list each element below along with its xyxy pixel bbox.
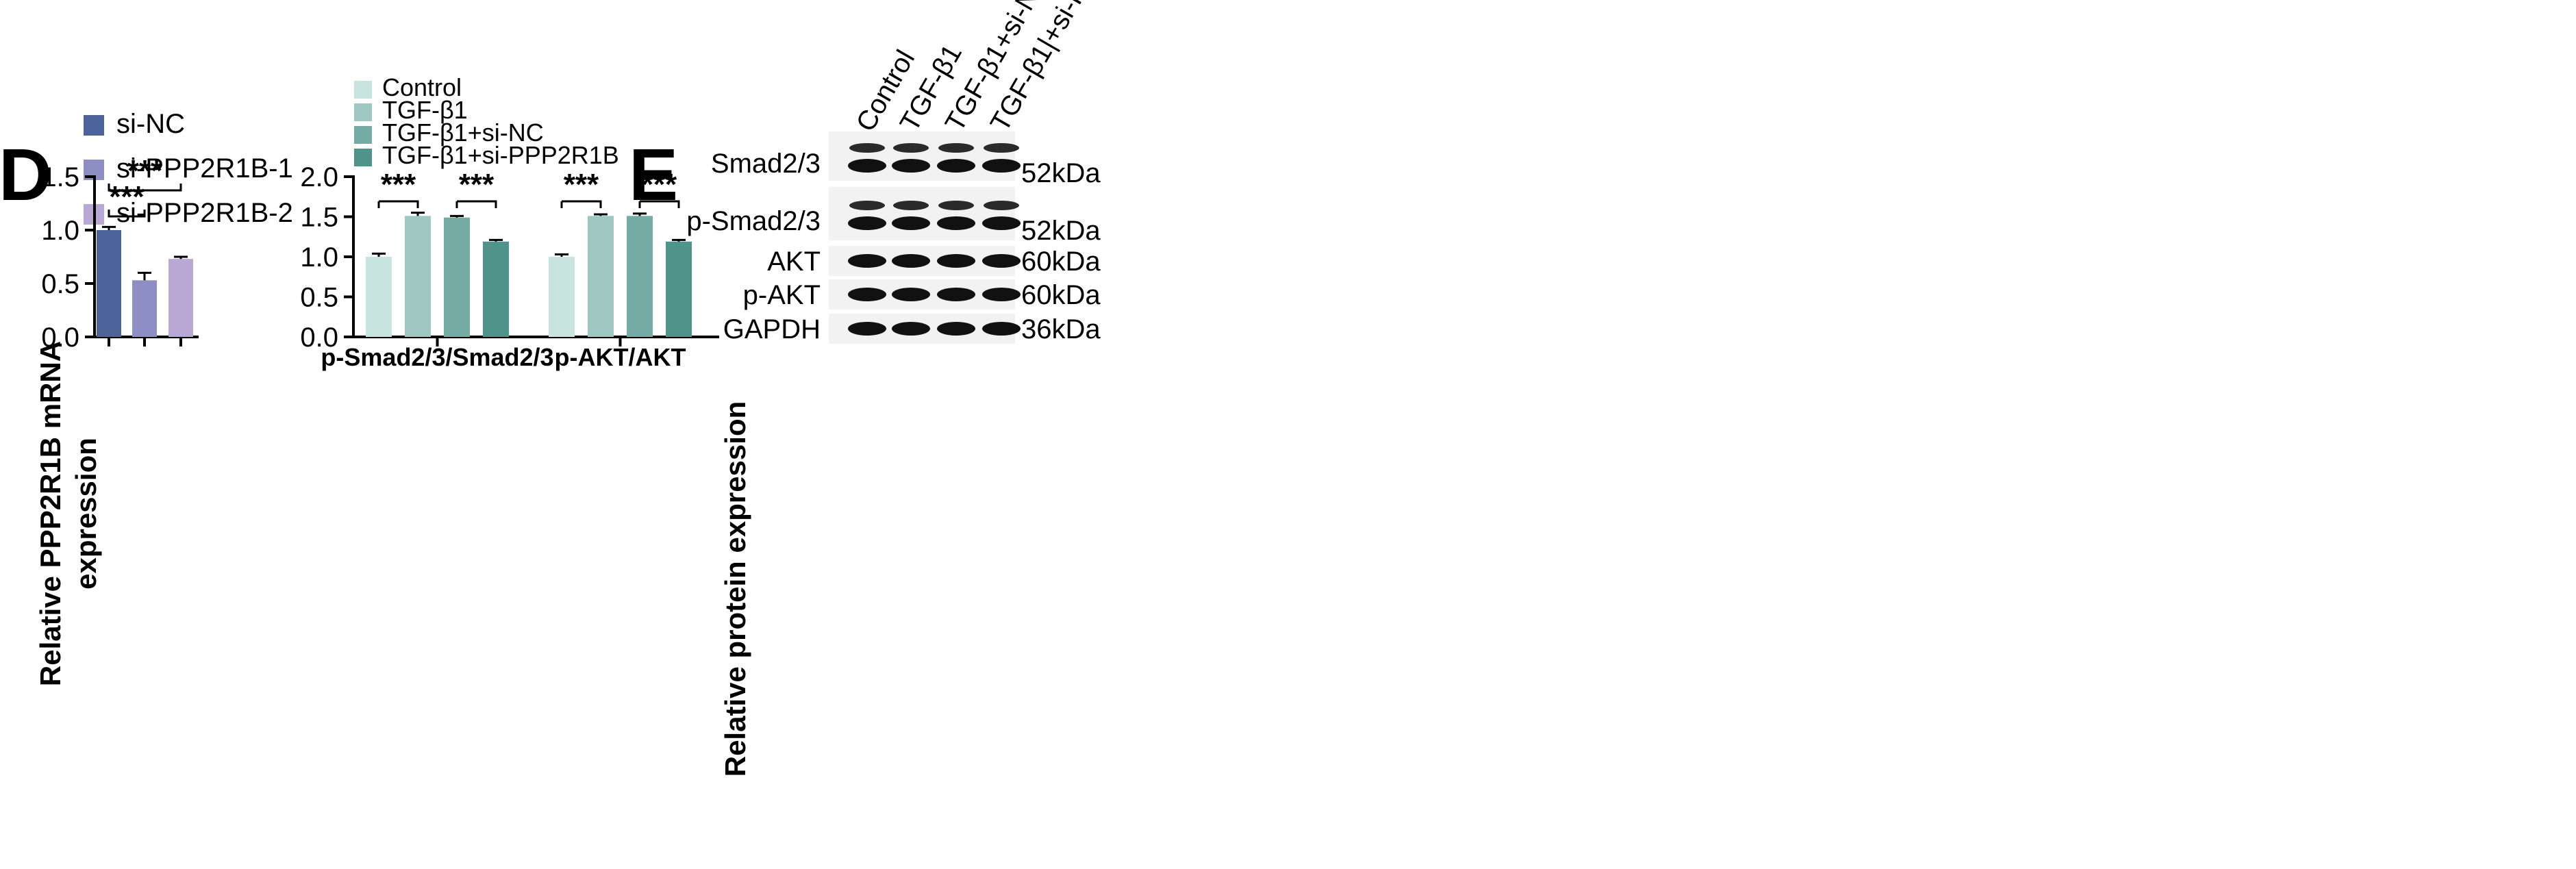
band bbox=[984, 143, 1019, 153]
band bbox=[938, 143, 974, 153]
band bbox=[848, 254, 886, 268]
legend-label: TGF-β1+si-NC bbox=[382, 118, 544, 147]
panel-e-legend: ControlTGF-β1TGF-β1+si-NCTGF-β1+si-PPP2R… bbox=[354, 73, 619, 169]
y-tick-label: 1.0 bbox=[41, 216, 79, 246]
bar bbox=[483, 241, 509, 337]
panel-d-legend: si-NC si-PPP2R1B-1 si-PPP2R1B-2 bbox=[84, 109, 293, 228]
protein-label: Smad2/3 bbox=[711, 149, 821, 179]
panel-e-ylabel: Relative protein expression bbox=[719, 401, 751, 777]
panel-d-ylabel-line1: Relative PPP2R1B mRNA bbox=[34, 341, 66, 686]
bar bbox=[405, 216, 431, 337]
x-category-label: p-AKT/AKT bbox=[555, 343, 686, 371]
band bbox=[937, 322, 975, 336]
band bbox=[937, 216, 975, 230]
significance-bracket bbox=[108, 210, 146, 218]
legend-label: si-PPP2R1B-1 bbox=[116, 153, 293, 184]
band bbox=[937, 254, 975, 268]
band bbox=[892, 322, 930, 336]
band bbox=[892, 216, 930, 230]
protein-label: p-AKT bbox=[743, 280, 821, 310]
bar bbox=[168, 259, 193, 337]
band bbox=[849, 201, 885, 210]
y-tick-label: 2.0 bbox=[300, 162, 338, 192]
significance-bracket bbox=[379, 200, 419, 208]
legend-swatch bbox=[354, 126, 372, 144]
panel-e-plot: 0.0 0.5 1.0 1.5 2.0 p-Smad2/3/Smad2/3 *** *** p-… bbox=[300, 162, 719, 371]
bar bbox=[549, 257, 575, 337]
blot-membrane bbox=[829, 131, 1015, 181]
panel-e: E ControlTGF-β1TGF-β1+si-NCTGF-β1+si-PPP… bbox=[300, 73, 751, 777]
protein-label: GAPDH bbox=[723, 314, 821, 344]
significance-label: *** bbox=[564, 168, 599, 201]
significance-label: *** bbox=[381, 168, 416, 201]
significance-bracket bbox=[640, 200, 680, 208]
y-tick-label: 1.5 bbox=[300, 203, 338, 233]
band bbox=[848, 322, 886, 336]
bar bbox=[97, 230, 121, 337]
legend-label: si-PPP2R1B-2 bbox=[116, 198, 293, 228]
significance-label: *** bbox=[109, 180, 145, 214]
bar bbox=[366, 257, 392, 337]
legend-swatch bbox=[354, 149, 372, 166]
y-tick-label: 1.0 bbox=[300, 242, 338, 273]
band bbox=[937, 288, 975, 301]
band bbox=[892, 159, 930, 173]
bar bbox=[444, 217, 470, 337]
panel-d-plot: 0.0 0.5 1.0 1.5 ****** bbox=[41, 154, 199, 353]
significance-label: *** bbox=[127, 154, 163, 188]
legend-label: TGF-β1+si-PPP2R1B bbox=[382, 141, 619, 169]
legend-swatch bbox=[354, 103, 372, 121]
protein-label: AKT bbox=[767, 247, 821, 277]
significance-bracket bbox=[562, 200, 602, 208]
molecular-weight-label: 60kDa bbox=[1021, 280, 1101, 310]
legend-swatch bbox=[84, 115, 104, 136]
western-blot: ControlTGF-β1TGF-β1+si-NCTGF-β1|+si-PPP2… bbox=[686, 0, 1146, 344]
band bbox=[892, 254, 930, 268]
x-category-label: p-Smad2/3/Smad2/3 bbox=[321, 343, 553, 371]
significance-label: *** bbox=[642, 168, 677, 201]
panel-d-letter: D bbox=[0, 133, 52, 216]
band bbox=[982, 159, 1021, 173]
legend-label: si-NC bbox=[116, 109, 185, 139]
molecular-weight-label: 52kDa bbox=[1021, 158, 1101, 188]
legend-swatch bbox=[354, 81, 372, 99]
molecular-weight-label: 52kDa bbox=[1021, 216, 1101, 246]
bar bbox=[627, 216, 653, 337]
bar bbox=[666, 241, 692, 337]
band bbox=[938, 201, 974, 210]
band bbox=[848, 216, 886, 230]
band bbox=[893, 201, 929, 210]
blot-membrane bbox=[829, 187, 1015, 240]
band bbox=[982, 216, 1021, 230]
legend-label: Control bbox=[382, 73, 462, 101]
panel-d: D si-NC si-PPP2R1B-1 si-PPP2R1B-2 Relative… bbox=[0, 109, 293, 686]
bar bbox=[588, 216, 614, 337]
band bbox=[893, 143, 929, 153]
protein-label: p-Smad2/3 bbox=[686, 206, 821, 236]
band bbox=[892, 288, 930, 301]
band bbox=[982, 254, 1021, 268]
band bbox=[937, 159, 975, 173]
significance-bracket bbox=[457, 200, 497, 208]
y-tick-label: 0.5 bbox=[300, 283, 338, 313]
molecular-weight-label: 36kDa bbox=[1021, 314, 1101, 344]
panel-d-ylabel-line2: expression bbox=[70, 438, 102, 590]
band bbox=[982, 322, 1021, 336]
band bbox=[984, 201, 1019, 210]
band bbox=[848, 159, 886, 173]
y-tick-label: 0.0 bbox=[41, 323, 79, 353]
legend-label: TGF-β1 bbox=[382, 96, 468, 124]
band bbox=[982, 288, 1021, 301]
y-tick-label: 0.0 bbox=[300, 323, 338, 353]
significance-label: *** bbox=[459, 168, 495, 201]
band bbox=[848, 288, 886, 301]
significance-bracket bbox=[108, 184, 182, 192]
bar bbox=[132, 280, 157, 337]
y-tick-label: 0.5 bbox=[41, 269, 79, 299]
y-tick-label: 1.5 bbox=[41, 162, 79, 192]
band bbox=[849, 143, 885, 153]
molecular-weight-label: 60kDa bbox=[1021, 247, 1101, 277]
